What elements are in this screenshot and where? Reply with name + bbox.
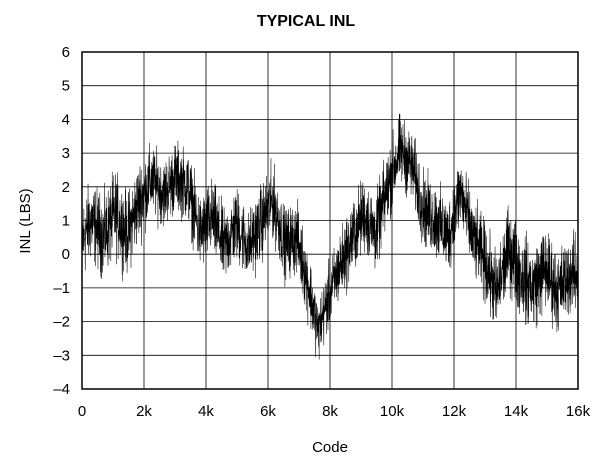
y-tick-label: 2 — [62, 179, 70, 196]
y-tick-label: 6 — [62, 44, 70, 61]
x-tick-label: 10k — [380, 403, 405, 420]
x-tick-label: 8k — [322, 403, 338, 420]
grid-lines — [81, 51, 579, 390]
x-tick-label: 0 — [78, 403, 86, 420]
x-tick-label: 14k — [504, 403, 529, 420]
x-tick-label: 2k — [136, 403, 152, 420]
y-tick-label: 5 — [62, 78, 70, 95]
x-tick-label: 16k — [566, 403, 591, 420]
inl-trace — [81, 113, 579, 360]
x-axis-ticks: 0 2k 4k 6k 8k 10k 12k 14k 16k — [78, 403, 591, 420]
plot-area-frame — [81, 51, 579, 390]
x-tick-label: 12k — [442, 403, 467, 420]
x-tick-label: 6k — [260, 403, 276, 420]
x-axis-label: Code — [312, 439, 348, 456]
y-tick-label: 0 — [62, 246, 70, 263]
y-tick-label: –3 — [53, 347, 70, 364]
y-tick-label: –2 — [53, 314, 70, 331]
y-axis-ticks: 6 5 4 3 2 1 0 –1 –2 –3 –4 — [53, 44, 70, 398]
chart-title: TYPICAL INL — [257, 13, 356, 30]
y-tick-label: –4 — [53, 381, 70, 398]
y-tick-label: 4 — [62, 111, 70, 128]
y-tick-label: 1 — [62, 213, 70, 230]
y-tick-label: –1 — [53, 280, 70, 297]
y-axis-label: INL (LBS) — [17, 188, 34, 253]
y-tick-label: 3 — [62, 145, 70, 162]
x-tick-label: 4k — [198, 403, 214, 420]
inl-series — [81, 113, 579, 360]
